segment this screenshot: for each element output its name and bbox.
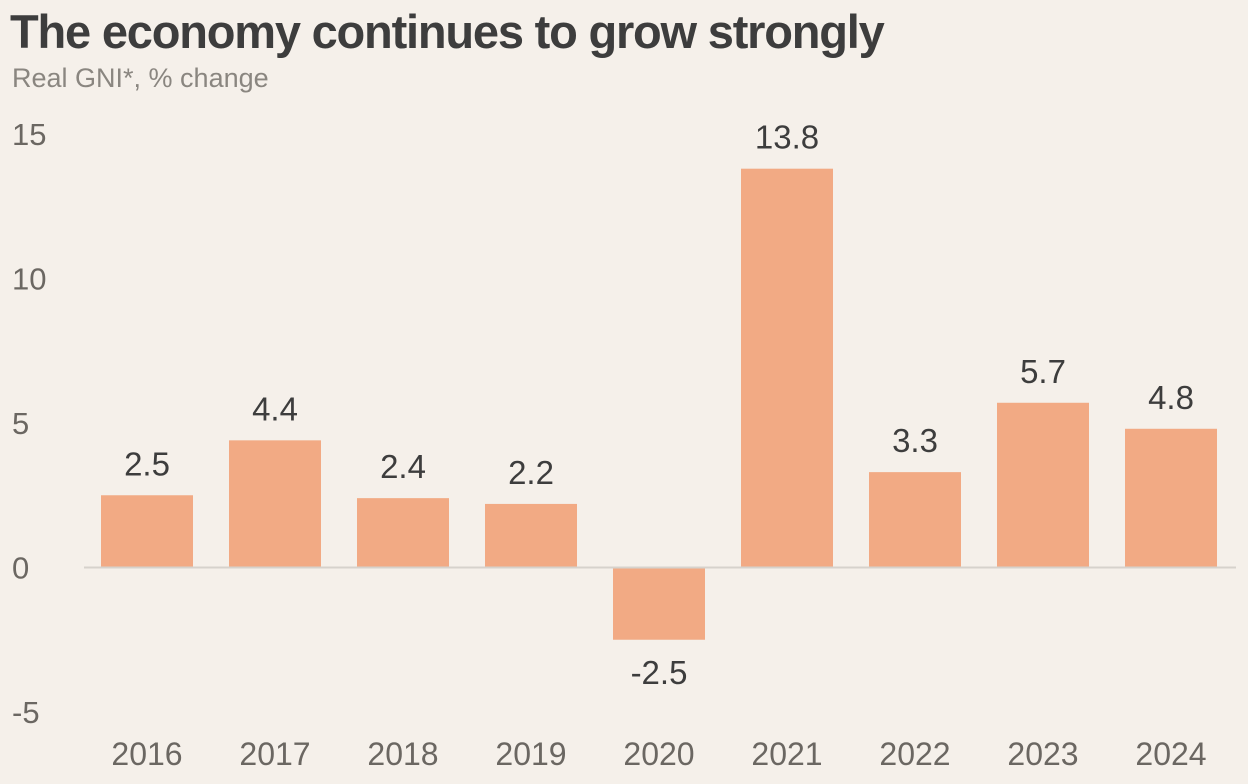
data-label-2023: 5.7 bbox=[1020, 353, 1066, 390]
data-label-2018: 2.4 bbox=[380, 448, 426, 485]
bar-2016 bbox=[101, 495, 193, 568]
x-tick-label-2020: 2020 bbox=[623, 736, 694, 772]
data-label-2022: 3.3 bbox=[892, 422, 938, 459]
chart-subtitle: Real GNI*, % change bbox=[12, 63, 269, 93]
x-tick-label-2017: 2017 bbox=[239, 736, 310, 772]
data-label-2021: 13.8 bbox=[755, 119, 819, 156]
bar-2022 bbox=[869, 472, 961, 568]
y-tick-label: 0 bbox=[12, 551, 29, 586]
bar-2021 bbox=[741, 168, 833, 568]
x-tick-label-2016: 2016 bbox=[111, 736, 182, 772]
bar-2017 bbox=[229, 440, 321, 568]
data-label-2016: 2.5 bbox=[124, 445, 170, 482]
x-tick-label-2022: 2022 bbox=[879, 736, 950, 772]
data-label-2017: 4.4 bbox=[252, 390, 298, 427]
data-labels: 2.5 4.4 2.4 2.2 -2.5 13.8 3.3 5.7 4.8 bbox=[124, 119, 1194, 691]
bar-2024 bbox=[1125, 428, 1217, 568]
x-axis-ticks: 2016 2017 2018 2019 2020 2021 2022 2023 2024 bbox=[111, 736, 1206, 772]
bar-2019 bbox=[485, 503, 577, 568]
x-tick-label-2019: 2019 bbox=[495, 736, 566, 772]
x-tick-label-2021: 2021 bbox=[751, 736, 822, 772]
data-label-2019: 2.2 bbox=[508, 454, 554, 491]
x-tick-label-2024: 2024 bbox=[1135, 736, 1206, 772]
y-tick-label: 15 bbox=[12, 117, 46, 152]
y-tick-label: -5 bbox=[12, 695, 40, 730]
bars bbox=[101, 168, 1217, 640]
y-tick-label: 5 bbox=[12, 406, 29, 441]
x-tick-label-2018: 2018 bbox=[367, 736, 438, 772]
bar-2023 bbox=[997, 402, 1089, 568]
y-axis-ticks: 15 10 5 0 -5 bbox=[12, 117, 46, 730]
data-label-2020: -2.5 bbox=[631, 654, 688, 691]
bar-2018 bbox=[357, 498, 449, 568]
bar-2020 bbox=[613, 567, 705, 640]
data-label-2024: 4.8 bbox=[1148, 379, 1194, 416]
x-tick-label-2023: 2023 bbox=[1007, 736, 1078, 772]
y-tick-label: 10 bbox=[12, 262, 46, 297]
chart-title: The economy continues to grow strongly bbox=[10, 5, 885, 58]
